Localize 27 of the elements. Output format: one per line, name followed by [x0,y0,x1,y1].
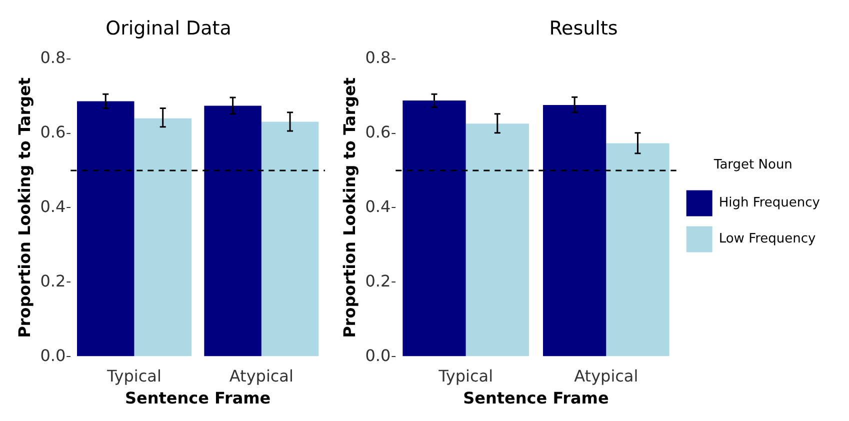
y-axis-title: Proportion Looking to Target [14,77,34,338]
x-tick-label: Atypical [229,366,294,386]
legend-title: Target Noun [712,158,792,173]
y-tick-label: 0.6 [365,122,391,142]
y-tick-label: 0.8 [40,48,66,67]
x-tick-label: Typical [106,366,162,386]
bar [134,118,192,356]
chart-title: Results [549,17,618,40]
x-axis-title: Sentence Frame [124,388,271,408]
legend-label: Low Frequency [718,232,816,247]
y-tick-label: 0.2 [365,271,391,290]
y-tick-label: 0.0 [365,346,391,365]
y-tick-label: 0.2 [40,271,66,290]
y-tick-label: 0.6 [40,122,66,142]
y-axis-title: Proportion Looking to Target [340,77,359,338]
y-tick-label: 0.4 [365,196,391,216]
bar [204,106,262,356]
bar [77,101,134,356]
legend-label: High Frequency [718,196,820,211]
x-tick-label: Typical [438,366,494,386]
y-tick-label: 0.0 [40,346,66,365]
y-tick-label: 0.8 [365,48,391,67]
chart-title: Original Data [106,17,232,40]
x-tick-label: Atypical [574,366,638,386]
bar [261,122,319,356]
x-axis-title: Sentence Frame [463,388,609,408]
y-tick-label: 0.4 [40,196,66,216]
